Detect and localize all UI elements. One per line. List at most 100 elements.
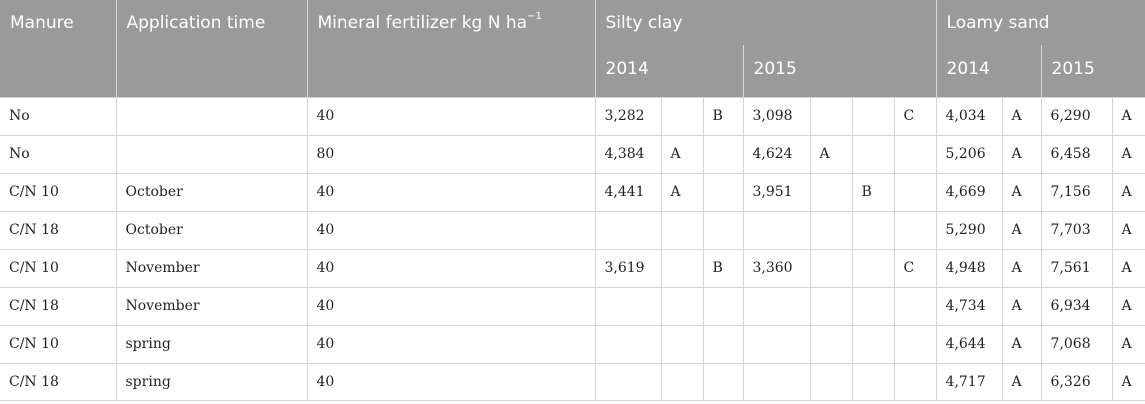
cell-silty-clay-2014-value: 4,384 [594, 134, 662, 174]
cell-silty-clay-2015-group-b [851, 248, 895, 288]
cell-silty-clay-2015-value [742, 324, 811, 364]
cell-loamy-sand-2014-group: A [1001, 96, 1042, 136]
cell-silty-clay-2014-value: 4,441 [594, 172, 662, 212]
cell-loamy-sand-2015-group: A [1111, 172, 1145, 212]
cell-loamy-sand-2015-group: A [1111, 96, 1145, 136]
header-mineral-fertilizer-text: Mineral fertilizer kg N ha [317, 13, 528, 33]
cell-mineral-fertilizer: 40 [306, 210, 596, 250]
cell-manure: C/N 10 [0, 324, 117, 364]
cell-application-time: November [115, 286, 308, 326]
cell-silty-clay-2014-group-a [660, 362, 704, 401]
cell-loamy-sand-2014-value: 4,669 [935, 172, 1003, 212]
cell-silty-clay-2014-group-a [660, 286, 704, 326]
table-row: No 40 3,282 B 3,098 C 4,034 A 6,290 A [0, 96, 1145, 136]
header-loamy-sand-2015: 2015 [1040, 45, 1145, 97]
table-row: No 80 4,384 A 4,624 A 5,206 A 6,458 A [0, 134, 1145, 174]
cell-silty-clay-2015-group-a [809, 286, 853, 326]
cell-silty-clay-2014-group-a: A [660, 134, 704, 174]
cell-loamy-sand-2014-group: A [1001, 210, 1042, 250]
cell-loamy-sand-2014-value: 5,206 [935, 134, 1003, 174]
cell-silty-clay-2015-value: 3,360 [742, 248, 811, 288]
cell-loamy-sand-2014-group: A [1001, 324, 1042, 364]
cell-silty-clay-2015-group-c [893, 210, 937, 250]
cell-loamy-sand-2015-value: 6,934 [1040, 286, 1113, 326]
cell-application-time: October [115, 172, 308, 212]
cell-manure: No [0, 96, 117, 136]
cell-mineral-fertilizer: 80 [306, 134, 596, 174]
cell-silty-clay-2015-group-b [851, 362, 895, 401]
cell-silty-clay-2015-group-b [851, 210, 895, 250]
cell-loamy-sand-2014-value: 4,644 [935, 324, 1003, 364]
header-application-time: Application time [115, 0, 307, 97]
cell-loamy-sand-2015-value: 7,156 [1040, 172, 1113, 212]
cell-mineral-fertilizer: 40 [306, 324, 596, 364]
cell-silty-clay-2015-group-b [851, 134, 895, 174]
cell-silty-clay-2014-value: 3,282 [594, 96, 662, 136]
cell-silty-clay-2014-group-a [660, 210, 704, 250]
cell-silty-clay-2015-value: 3,098 [742, 96, 811, 136]
cell-silty-clay-2015-group-b [851, 324, 895, 364]
cell-loamy-sand-2015-group: A [1111, 210, 1145, 250]
cell-silty-clay-2015-group-c [893, 172, 937, 212]
header-loamy-sand: Loamy sand [935, 0, 1145, 45]
cell-application-time: October [115, 210, 308, 250]
cell-loamy-sand-2014-group: A [1001, 248, 1042, 288]
cell-loamy-sand-2015-value: 6,326 [1040, 362, 1113, 401]
cell-silty-clay-2015-group-a [809, 362, 853, 401]
cell-silty-clay-2014-group-b [702, 210, 744, 250]
cell-silty-clay-2014-group-b [702, 134, 744, 174]
cell-silty-clay-2015-group-c: C [893, 248, 937, 288]
cell-loamy-sand-2015-group: A [1111, 362, 1145, 401]
cell-silty-clay-2014-group-a [660, 248, 704, 288]
cell-silty-clay-2014-group-a: A [660, 172, 704, 212]
cell-silty-clay-2015-group-c [893, 324, 937, 364]
cell-manure: C/N 18 [0, 210, 117, 250]
header-silty-clay-2015: 2015 [742, 45, 937, 97]
table-row: C/N 18 October 40 5,290 A 7,703 A [0, 210, 1145, 250]
table-row: C/N 18 spring 40 4,717 A 6,326 A [0, 362, 1145, 401]
cell-silty-clay-2014-group-b [702, 172, 744, 212]
cell-mineral-fertilizer: 40 [306, 286, 596, 326]
cell-silty-clay-2015-group-b: B [851, 172, 895, 212]
cell-mineral-fertilizer: 40 [306, 362, 596, 401]
cell-application-time: November [115, 248, 308, 288]
cell-silty-clay-2014-group-a [660, 324, 704, 364]
table-header: Manure Application time Mineral fertiliz… [0, 0, 1145, 97]
header-loamy-sand-2014: 2014 [935, 45, 1042, 97]
cell-loamy-sand-2014-group: A [1001, 134, 1042, 174]
table-row: C/N 18 November 40 4,734 A 6,934 A [0, 286, 1145, 326]
cell-silty-clay-2014-group-b: B [702, 248, 744, 288]
header-mineral-fertilizer-exponent: −1 [527, 11, 542, 23]
cell-application-time: spring [115, 324, 308, 364]
header-silty-clay-2014: 2014 [594, 45, 743, 97]
header-manure: Manure [0, 0, 116, 97]
cell-silty-clay-2014-value [594, 286, 662, 326]
table-row: C/N 10 November 40 3,619 B 3,360 C 4,948 A 7,561 A [0, 248, 1145, 288]
cell-loamy-sand-2014-group: A [1001, 362, 1042, 401]
cell-loamy-sand-2015-value: 7,703 [1040, 210, 1113, 250]
cell-loamy-sand-2014-value: 4,948 [935, 248, 1003, 288]
cell-silty-clay-2015-group-a [809, 210, 853, 250]
cell-silty-clay-2015-value [742, 286, 811, 326]
table-row: C/N 10 spring 40 4,644 A 7,068 A [0, 324, 1145, 364]
cell-manure: C/N 10 [0, 172, 117, 212]
cell-loamy-sand-2014-group: A [1001, 286, 1042, 326]
cell-silty-clay-2014-group-b: B [702, 96, 744, 136]
cell-manure: C/N 10 [0, 248, 117, 288]
cell-loamy-sand-2015-value: 7,068 [1040, 324, 1113, 364]
cell-silty-clay-2015-group-c [893, 286, 937, 326]
cell-silty-clay-2015-group-a [809, 324, 853, 364]
cell-silty-clay-2015-value [742, 362, 811, 401]
cell-silty-clay-2014-group-a [660, 96, 704, 136]
cell-silty-clay-2015-group-a [809, 172, 853, 212]
cell-loamy-sand-2015-group: A [1111, 248, 1145, 288]
cell-loamy-sand-2014-value: 4,034 [935, 96, 1003, 136]
cell-silty-clay-2015-group-c: C [893, 96, 937, 136]
cell-loamy-sand-2015-group: A [1111, 324, 1145, 364]
cell-loamy-sand-2014-value: 4,717 [935, 362, 1003, 401]
cell-manure: No [0, 134, 117, 174]
cell-silty-clay-2015-value: 4,624 [742, 134, 811, 174]
cell-silty-clay-2015-group-b [851, 96, 895, 136]
cell-mineral-fertilizer: 40 [306, 172, 596, 212]
